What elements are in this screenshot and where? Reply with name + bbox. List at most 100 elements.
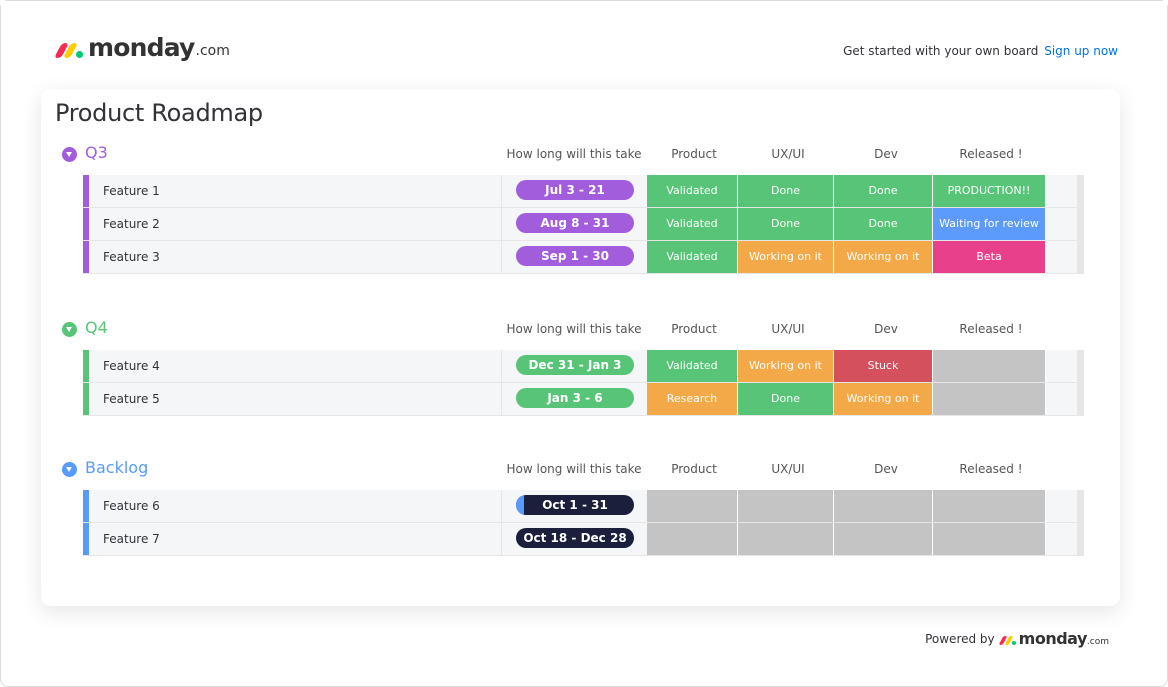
status-cell-uxui[interactable]: Working on it [738, 241, 834, 273]
table-row[interactable]: Feature 5 Jan 3 - 6 Research Done Working on… [83, 383, 1084, 416]
column-header[interactable]: Product [671, 147, 717, 161]
status-cell-product[interactable]: Validated [647, 241, 738, 273]
group-header: Q3 How long will this take Product UX/UI Dev… [41, 143, 1120, 167]
item-name[interactable]: Feature 6 [103, 499, 160, 513]
sign-up-link[interactable]: Sign up now [1044, 44, 1118, 58]
top-bar: monday .com Get started with your own bo… [1, 1, 1167, 81]
column-header[interactable]: How long will this take [506, 462, 642, 476]
column-header[interactable]: UX/UI [771, 147, 805, 161]
item-name[interactable]: Feature 5 [103, 392, 160, 406]
timeline-cell[interactable]: Oct 1 - 31 [501, 490, 649, 522]
timeline-pill[interactable]: Jul 3 - 21 [516, 180, 634, 200]
table-row[interactable]: Feature 7 Oct 18 - Dec 28 [83, 523, 1084, 556]
status-cell-dev[interactable]: Working on it [834, 241, 933, 273]
group-rows: Feature 4 Dec 31 - Jan 3 Validated Working … [83, 350, 1084, 416]
timeline-cell[interactable]: Sep 1 - 30 [501, 241, 649, 273]
status-cell-product[interactable]: Validated [647, 175, 738, 207]
status-cell-released[interactable] [933, 523, 1046, 555]
collapse-chevron-icon[interactable] [62, 147, 77, 162]
column-header[interactable]: Released ! [959, 147, 1023, 161]
timeline-pill[interactable]: Dec 31 - Jan 3 [516, 355, 634, 375]
item-name[interactable]: Feature 1 [103, 184, 160, 198]
collapse-chevron-icon[interactable] [62, 322, 77, 337]
timeline-pill[interactable]: Sep 1 - 30 [516, 246, 634, 266]
timeline-pill[interactable]: Aug 8 - 31 [516, 213, 634, 233]
timeline-pill[interactable]: Oct 1 - 31 [516, 495, 634, 515]
timeline-cell[interactable]: Jan 3 - 6 [501, 383, 649, 415]
status-cell-uxui[interactable] [738, 490, 834, 522]
item-name[interactable]: Feature 4 [103, 359, 160, 373]
footer-brand-name: monday [1018, 629, 1088, 648]
group-name[interactable]: Q3 [85, 143, 108, 162]
footer: Powered by monday .com [925, 629, 1109, 648]
status-cell-product[interactable]: Validated [647, 208, 738, 240]
column-header[interactable]: How long will this take [506, 147, 642, 161]
table-row[interactable]: Feature 6 Oct 1 - 31 [83, 490, 1084, 523]
brand-name: monday [88, 33, 195, 62]
timeline-label: Dec 31 - Jan 3 [528, 358, 622, 372]
status-cell-released[interactable] [933, 490, 1046, 522]
column-header[interactable]: How long will this take [506, 322, 642, 336]
table-row[interactable]: Feature 2 Aug 8 - 31 Validated Done Done Wait… [83, 208, 1084, 241]
status-cell-dev[interactable]: Done [834, 175, 933, 207]
timeline-label: Sep 1 - 30 [541, 249, 609, 263]
status-cell-released[interactable]: Waiting for review [933, 208, 1046, 240]
row-color-accent [83, 523, 89, 555]
status-cell-dev[interactable]: Working on it [834, 383, 933, 415]
column-header[interactable]: Released ! [959, 462, 1023, 476]
row-end-cell [1077, 241, 1084, 273]
group-name[interactable]: Q4 [85, 318, 108, 337]
status-cell-released[interactable]: PRODUCTION!! [933, 175, 1046, 207]
timeline-cell[interactable]: Jul 3 - 21 [501, 175, 649, 207]
row-color-accent [83, 383, 89, 415]
status-cell-product[interactable]: Research [647, 383, 738, 415]
status-cell-uxui[interactable]: Done [738, 383, 834, 415]
status-cell-product[interactable] [647, 523, 738, 555]
status-cell-uxui[interactable] [738, 523, 834, 555]
group-header: Q4 How long will this take Product UX/UI Dev… [41, 318, 1120, 342]
column-header[interactable]: Released ! [959, 322, 1023, 336]
table-row[interactable]: Feature 3 Sep 1 - 30 Validated Working on i… [83, 241, 1084, 274]
status-cell-uxui[interactable]: Done [738, 175, 834, 207]
item-name[interactable]: Feature 3 [103, 250, 160, 264]
item-name[interactable]: Feature 2 [103, 217, 160, 231]
table-row[interactable]: Feature 4 Dec 31 - Jan 3 Validated Working … [83, 350, 1084, 383]
status-cell-product[interactable]: Validated [647, 350, 738, 382]
column-header[interactable]: Product [671, 322, 717, 336]
status-cell-uxui[interactable]: Working on it [738, 350, 834, 382]
timeline-cell[interactable]: Aug 8 - 31 [501, 208, 649, 240]
table-row[interactable]: Feature 1 Jul 3 - 21 Validated Done Done PROD… [83, 175, 1084, 208]
group-rows: Feature 6 Oct 1 - 31 Feature 7 Oct 18 - Dec… [83, 490, 1084, 556]
timeline-cell[interactable]: Dec 31 - Jan 3 [501, 350, 649, 382]
item-name[interactable]: Feature 7 [103, 532, 160, 546]
column-header[interactable]: Dev [874, 322, 898, 336]
collapse-chevron-icon[interactable] [62, 462, 77, 477]
footer-monday-logo[interactable]: monday .com [998, 629, 1109, 648]
timeline-cell[interactable]: Oct 18 - Dec 28 [501, 523, 649, 555]
status-cell-dev[interactable]: Done [834, 208, 933, 240]
status-cell-released[interactable] [933, 383, 1046, 415]
row-end-cell [1077, 383, 1084, 415]
status-cell-dev[interactable]: Stuck [834, 350, 933, 382]
status-cell-dev[interactable] [834, 490, 933, 522]
status-cell-released[interactable] [933, 350, 1046, 382]
timeline-pill[interactable]: Oct 18 - Dec 28 [516, 528, 634, 548]
monday-logo[interactable]: monday .com [54, 33, 230, 62]
status-cell-released[interactable]: Beta [933, 241, 1046, 273]
row-color-accent [83, 490, 89, 522]
column-header[interactable]: UX/UI [771, 462, 805, 476]
row-color-accent [83, 350, 89, 382]
status-cell-dev[interactable] [834, 523, 933, 555]
status-cell-uxui[interactable]: Done [738, 208, 834, 240]
column-header[interactable]: Dev [874, 147, 898, 161]
timeline-label: Oct 18 - Dec 28 [523, 531, 627, 545]
status-cell-product[interactable] [647, 490, 738, 522]
group-name[interactable]: Backlog [85, 458, 149, 477]
timeline-pill[interactable]: Jan 3 - 6 [516, 388, 634, 408]
column-header[interactable]: UX/UI [771, 322, 805, 336]
row-end-cell [1077, 350, 1084, 382]
column-header[interactable]: Product [671, 462, 717, 476]
group-q3: Q3 How long will this take Product UX/UI Dev… [41, 143, 1120, 274]
group-q4: Q4 How long will this take Product UX/UI Dev… [41, 318, 1120, 416]
column-header[interactable]: Dev [874, 462, 898, 476]
